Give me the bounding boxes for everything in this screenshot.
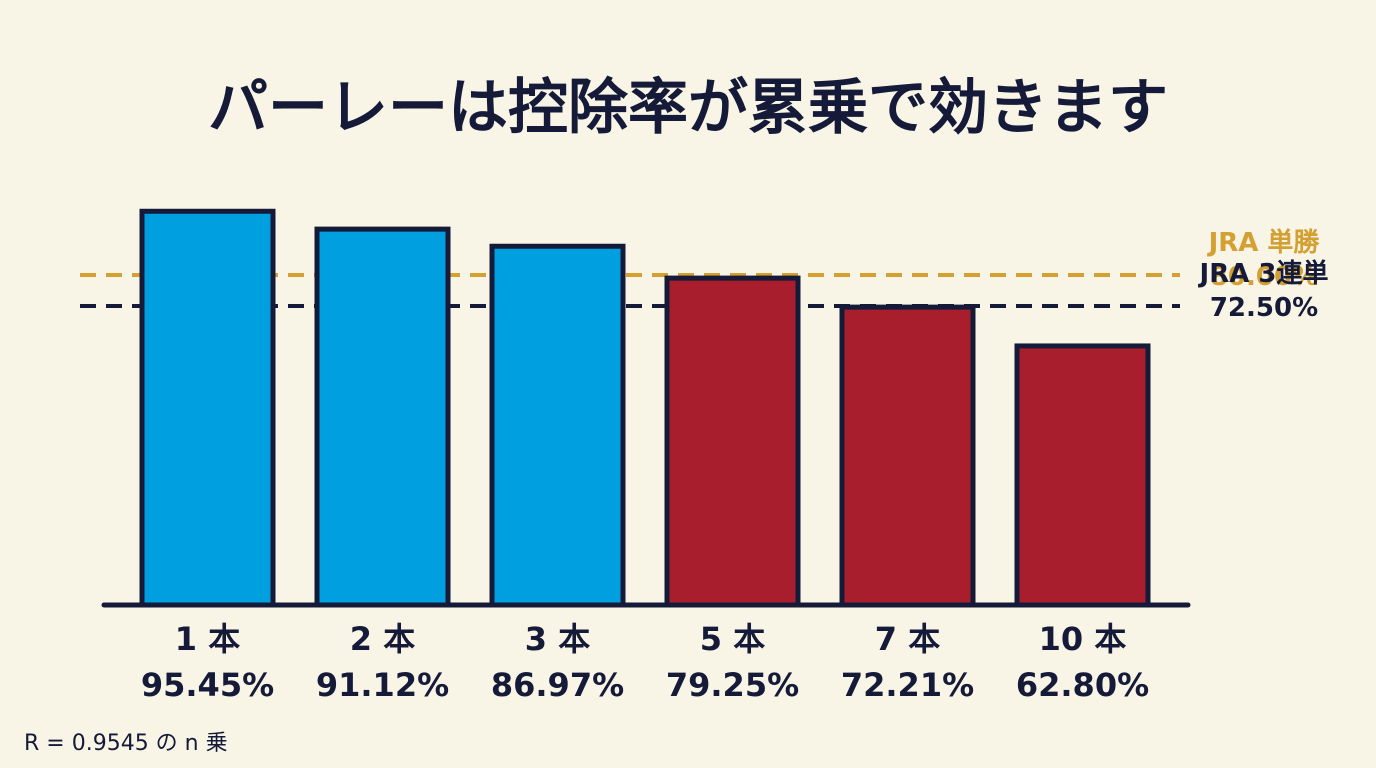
data-label-6: 62.80% bbox=[1016, 666, 1149, 704]
data-label-5: 72.21% bbox=[841, 666, 974, 704]
x-tick-labels: 1 本 95.45% 2 本 91.12% 3 本 86.97% 5 本 79.25% 7 本 7… bbox=[141, 620, 1149, 704]
x-tick-label-1: 1 本 bbox=[175, 620, 240, 658]
data-label-1: 95.45% bbox=[141, 666, 274, 704]
reference-line-name-1: JRA 単勝 bbox=[1207, 228, 1321, 258]
data-label-3: 86.97% bbox=[491, 666, 624, 704]
data-label-4: 79.25% bbox=[666, 666, 799, 704]
x-tick-label-6: 10 本 bbox=[1039, 620, 1127, 658]
reference-line-labels: JRA 単勝 80.00%JRA 3連単 72.50% bbox=[1198, 228, 1329, 323]
x-tick-label-2: 2 本 bbox=[350, 620, 415, 658]
reference-line-name-2: JRA 3連単 bbox=[1198, 259, 1329, 289]
data-label-2: 91.12% bbox=[316, 666, 449, 704]
chart-title: パーレーは控除率が累乗で効きます bbox=[208, 73, 1168, 143]
reference-line-value-2: 72.50% bbox=[1210, 293, 1318, 323]
x-tick-label-3: 3 本 bbox=[525, 620, 590, 658]
bar-3 bbox=[489, 243, 626, 608]
x-tick-label-4: 5 本 bbox=[700, 620, 765, 658]
bar-1 bbox=[139, 208, 276, 608]
bar-6 bbox=[1014, 343, 1151, 608]
reference-line-value-1: 80.00% bbox=[1210, 262, 1318, 292]
bar-5 bbox=[839, 304, 976, 608]
footnote: R = 0.9545 の n 乗 bbox=[24, 731, 228, 756]
bar-2 bbox=[314, 226, 451, 608]
x-tick-label-5: 7 本 bbox=[875, 620, 940, 658]
bars bbox=[139, 208, 1151, 608]
bar-4 bbox=[664, 275, 801, 608]
